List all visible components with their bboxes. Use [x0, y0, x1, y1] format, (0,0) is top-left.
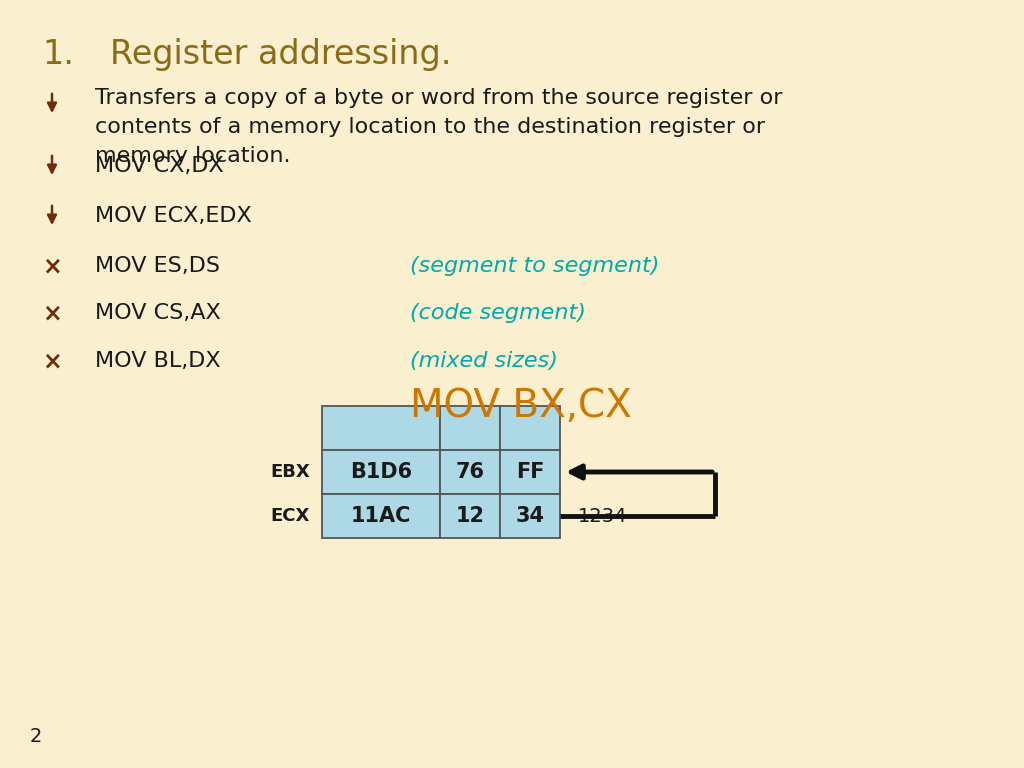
- Text: MOV ECX,EDX: MOV ECX,EDX: [95, 206, 252, 226]
- Text: ×: ×: [42, 349, 61, 373]
- Text: ×: ×: [42, 254, 61, 278]
- Text: 1.: 1.: [42, 38, 74, 71]
- Text: 11AC: 11AC: [351, 506, 412, 526]
- Text: (code segment): (code segment): [410, 303, 586, 323]
- Text: 76: 76: [456, 462, 484, 482]
- Text: 1234: 1234: [578, 507, 628, 525]
- Text: 12: 12: [456, 506, 484, 526]
- Bar: [500, 450, 560, 494]
- Bar: [322, 494, 440, 538]
- Text: MOV CX,DX: MOV CX,DX: [95, 156, 224, 176]
- Text: Transfers a copy of a byte or word from the source register or
contents of a mem: Transfers a copy of a byte or word from …: [95, 88, 782, 166]
- Text: Register addressing.: Register addressing.: [110, 38, 452, 71]
- Text: MOV BX,CX: MOV BX,CX: [410, 387, 632, 425]
- Bar: [440, 494, 500, 538]
- Text: 34: 34: [515, 506, 545, 526]
- Bar: [500, 494, 560, 538]
- Bar: [500, 406, 560, 450]
- Bar: [322, 406, 440, 450]
- Text: EBX: EBX: [270, 463, 310, 481]
- Text: FF: FF: [516, 462, 544, 482]
- Text: ECX: ECX: [270, 507, 310, 525]
- Text: B1D6: B1D6: [350, 462, 412, 482]
- Text: MOV BL,DX: MOV BL,DX: [95, 351, 220, 371]
- Bar: [322, 450, 440, 494]
- Text: MOV CS,AX: MOV CS,AX: [95, 303, 221, 323]
- Text: MOV ES,DS: MOV ES,DS: [95, 256, 220, 276]
- Bar: [440, 406, 500, 450]
- Text: (mixed sizes): (mixed sizes): [410, 351, 558, 371]
- Text: ×: ×: [42, 301, 61, 325]
- Text: (segment to segment): (segment to segment): [410, 256, 659, 276]
- Text: 2: 2: [30, 727, 42, 746]
- Bar: [440, 450, 500, 494]
